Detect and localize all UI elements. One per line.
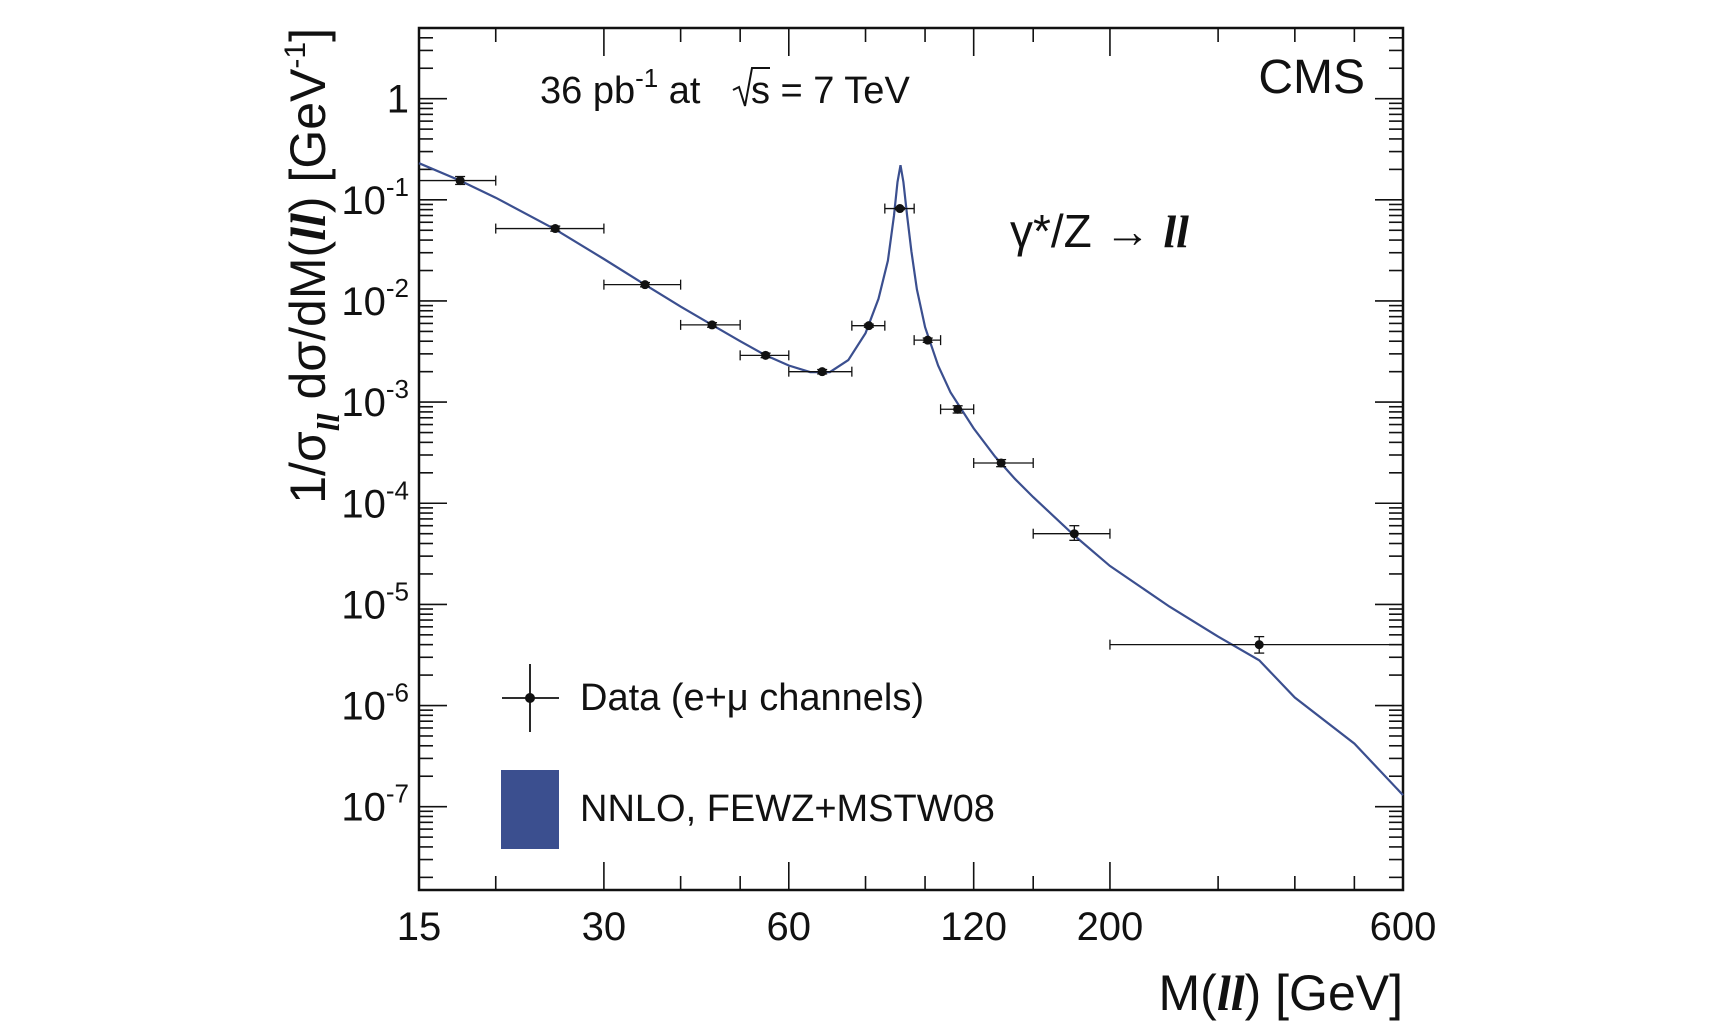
x-tick-label: 200 — [1077, 905, 1144, 949]
svg-text:36 pb-1 at: 36 pb-1 at — [540, 63, 701, 112]
y-tick-label: 10-6 — [341, 678, 409, 729]
legend-theory-swatch — [501, 770, 559, 849]
data-point — [1109, 635, 1404, 654]
data-marker — [953, 404, 963, 414]
data-point — [884, 203, 915, 214]
data-marker — [550, 224, 560, 234]
data-point — [939, 404, 975, 415]
data-point — [1032, 525, 1111, 541]
data-point — [739, 350, 790, 361]
data-points — [418, 175, 1404, 654]
data-marker — [455, 176, 465, 186]
y-tick-label: 10-2 — [341, 273, 409, 324]
data-marker — [864, 321, 874, 331]
x-tick-label: 60 — [767, 905, 812, 949]
plot-frame — [417, 26, 1405, 892]
sqrt-sign — [732, 67, 770, 107]
data-marker — [996, 458, 1006, 468]
x-tick-label: 30 — [582, 905, 627, 949]
y-tick-label: 10-5 — [341, 576, 409, 627]
data-marker — [1069, 529, 1079, 539]
y-tick-label: 1 — [387, 78, 409, 122]
data-point — [679, 319, 741, 330]
axis-ticks — [418, 27, 1404, 890]
data-marker — [1254, 640, 1264, 650]
y-tick-label: 10-4 — [341, 475, 409, 526]
x-tick-labels: 15 30 60 120 200 600 — [397, 905, 1437, 949]
y-tick-label: 10-7 — [341, 779, 409, 830]
x-tick-label: 15 — [397, 905, 442, 949]
legend-data-marker — [502, 664, 559, 732]
data-point — [851, 320, 886, 331]
y-tick-label: 10-3 — [341, 374, 409, 425]
y-axis-label: 1/σll dσ/dM(ll) [GeV-1] — [279, 28, 346, 504]
theory-curve — [418, 162, 1404, 796]
x-tick-label: 120 — [940, 905, 1007, 949]
data-marker — [707, 320, 717, 330]
svg-text:s = 7 TeV: s = 7 TeV — [751, 70, 910, 112]
data-point — [788, 366, 853, 377]
y-tick-labels: 1 10-1 10-2 10-3 10-4 10-5 10-6 10-7 — [341, 78, 409, 830]
data-point — [603, 279, 682, 290]
data-point — [973, 458, 1034, 469]
data-marker — [817, 367, 827, 377]
legend: Data (e+μ channels) NNLO, FEWZ+MSTW08 — [501, 664, 995, 849]
luminosity-annotation: 36 pb-1 at s = 7 TeV — [540, 63, 910, 112]
cms-label: CMS — [1258, 51, 1365, 104]
data-marker — [895, 204, 905, 214]
y-tick-label: 10-1 — [341, 172, 409, 223]
process-label: γ*/Z → ll — [1010, 205, 1189, 257]
x-tick-label: 600 — [1370, 905, 1437, 949]
data-point — [495, 223, 605, 234]
data-marker — [640, 280, 650, 290]
data-point — [418, 175, 497, 186]
legend-data-label: Data (e+μ channels) — [580, 677, 924, 719]
data-marker — [923, 335, 933, 345]
data-marker — [761, 350, 771, 360]
data-point — [913, 335, 942, 346]
x-axis-label: M(ll) [GeV] — [1159, 965, 1403, 1021]
legend-theory-label: NNLO, FEWZ+MSTW08 — [580, 788, 995, 830]
